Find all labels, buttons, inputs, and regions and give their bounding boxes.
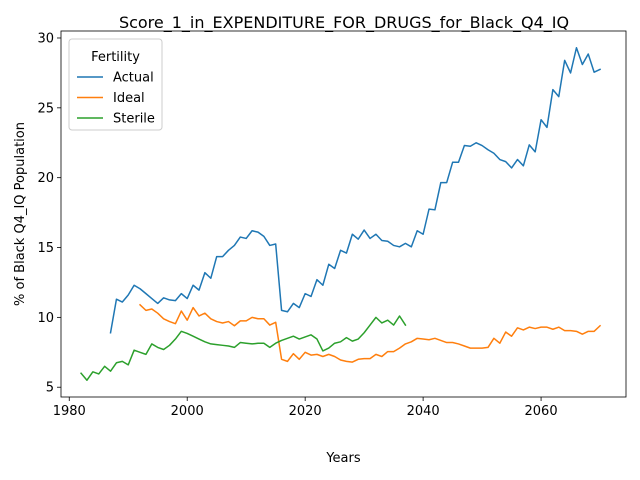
series-line-actual [109,47,602,334]
series-line-sterile [79,315,407,381]
chart-title: Score_1_in_EXPENDITURE_FOR_DRUGS_for_Bla… [119,13,569,33]
series-layer [79,47,602,381]
legend-label-sterile: Sterile [113,112,155,127]
x-axis-title: Years [325,451,361,466]
x-tick-label: 2060 [525,404,558,419]
x-tick-label: 2000 [171,404,204,419]
legend-entries: Actual Ideal Sterile [77,71,155,127]
series-line-ideal [138,303,602,363]
y-axis-title: % of Black Q4_IQ Population [13,122,28,306]
legend-label-actual: Actual [113,71,154,86]
legend-box [68,38,163,131]
legend-title: Fertility [91,50,140,65]
y-tick-label: 20 [37,171,54,186]
x-tick-label: 2020 [289,404,322,419]
y-tick-label: 15 [37,241,54,256]
axes-frame [60,30,627,398]
y-axis-ticks: 5 10 15 20 25 30 [37,31,61,396]
plot-area: 1980 2000 2020 2040 2060 5 10 15 20 25 30 [37,30,627,419]
x-tick-label: 2040 [407,404,440,419]
x-axis-ticks: 1980 2000 2020 2040 2060 [53,397,558,419]
x-tick-label: 1980 [53,404,86,419]
legend: Fertility Actual Ideal Sterile [68,38,163,131]
y-tick-label: 25 [37,101,54,116]
y-tick-label: 5 [46,381,54,396]
y-tick-label: 10 [37,311,54,326]
legend-label-ideal: Ideal [113,91,145,106]
y-tick-label: 30 [37,31,54,46]
